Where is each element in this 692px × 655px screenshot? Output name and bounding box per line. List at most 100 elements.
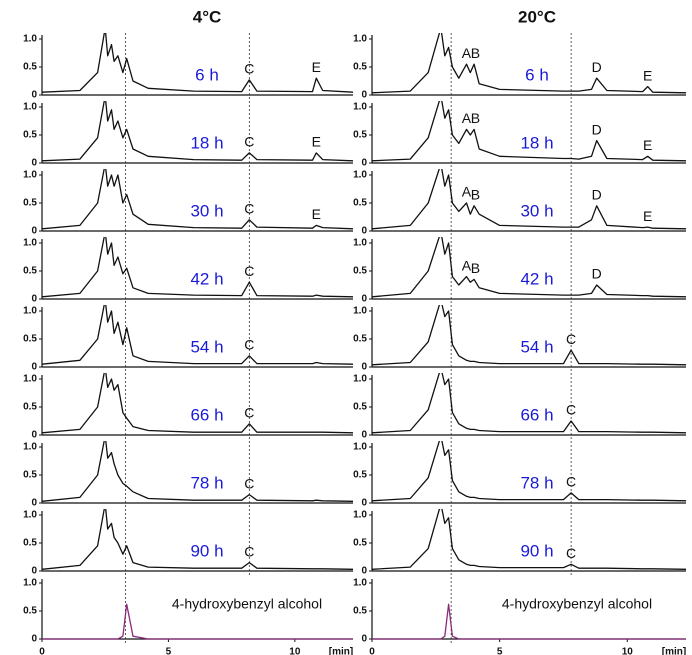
panel-label: 78 h <box>520 473 553 492</box>
trace <box>372 33 686 94</box>
panel-label: 66 h <box>190 405 223 424</box>
y-tick-label: 0.5 <box>23 470 37 481</box>
peak-label: B <box>471 260 480 276</box>
peak-label: D <box>592 266 602 282</box>
y-tick-label: 1.0 <box>353 374 367 385</box>
trace <box>42 509 353 570</box>
peak-label: E <box>643 137 652 153</box>
panel-label: 4-hydroxybenzyl alcohol <box>172 596 322 612</box>
y-tick-label: 1.0 <box>23 374 37 385</box>
column-title: 4°C <box>193 7 222 26</box>
trace <box>372 509 686 570</box>
y-tick-label: 0 <box>361 362 367 373</box>
y-tick-label: 0.5 <box>353 334 367 345</box>
y-tick-label: 0.5 <box>23 334 37 345</box>
x-tick-label: 5 <box>497 647 503 655</box>
peak-label: E <box>643 208 652 224</box>
y-tick-label: 0 <box>31 158 37 169</box>
y-tick-label: 1.0 <box>353 102 367 113</box>
y-tick-label: 0 <box>361 226 367 237</box>
trace <box>42 603 353 640</box>
panel-label: 66 h <box>520 405 553 424</box>
panel-label: 18 h <box>520 133 553 152</box>
panel-label: 54 h <box>190 337 223 356</box>
peak-label: C <box>244 134 254 150</box>
y-tick-label: 1.0 <box>23 306 37 317</box>
peak-label: A <box>462 184 472 200</box>
panel-label: 54 h <box>520 337 553 356</box>
y-tick-label: 1.0 <box>353 510 367 521</box>
y-tick-label: 1.0 <box>23 238 37 249</box>
trace <box>372 603 686 640</box>
y-tick-label: 0.5 <box>23 266 37 277</box>
x-tick-label: 0 <box>39 647 45 655</box>
peak-label: A <box>462 45 472 61</box>
peak-label: E <box>312 206 321 222</box>
y-tick-label: 0 <box>361 430 367 441</box>
trace <box>42 101 353 162</box>
x-axis-label: [min] <box>662 647 686 655</box>
y-tick-label: 0 <box>361 498 367 509</box>
peak-label: C <box>244 543 254 559</box>
peak-label: A <box>462 257 472 273</box>
panel-label: 30 h <box>520 201 553 220</box>
y-tick-label: 0.5 <box>353 198 367 209</box>
y-tick-label: 0.5 <box>23 402 37 413</box>
peak-label: B <box>471 110 480 126</box>
y-tick-label: 0.5 <box>23 130 37 141</box>
y-tick-label: 0.5 <box>353 266 367 277</box>
panel-label: 4-hydroxybenzyl alcohol <box>502 596 652 612</box>
panel-label: 30 h <box>190 201 223 220</box>
peak-label: B <box>471 45 480 61</box>
trace <box>42 33 353 93</box>
y-tick-label: 1.0 <box>353 238 367 249</box>
y-tick-label: 0.5 <box>353 62 367 73</box>
y-tick-label: 0 <box>31 566 37 577</box>
y-tick-label: 1.0 <box>353 34 367 45</box>
y-tick-label: 0 <box>361 294 367 305</box>
peak-label: E <box>312 134 321 150</box>
y-tick-label: 0 <box>31 294 37 305</box>
peak-label: B <box>471 187 480 203</box>
y-tick-label: 1.0 <box>353 578 367 589</box>
trace <box>372 305 686 366</box>
y-tick-label: 0.5 <box>353 538 367 549</box>
y-tick-label: 1.0 <box>23 170 37 181</box>
y-tick-label: 0 <box>31 634 37 645</box>
panel-label: 42 h <box>520 269 553 288</box>
panel-label: 90 h <box>520 541 553 560</box>
panel-label: 78 h <box>190 473 223 492</box>
peak-label: C <box>244 475 254 491</box>
y-tick-label: 0 <box>31 90 37 101</box>
trace <box>372 169 686 230</box>
y-tick-label: 0 <box>31 498 37 509</box>
peak-label: C <box>566 545 576 561</box>
trace <box>372 441 686 502</box>
peak-label: C <box>244 61 254 77</box>
y-tick-label: 0.5 <box>353 402 367 413</box>
x-tick-label: 10 <box>622 647 634 655</box>
column-title: 20°C <box>518 7 556 26</box>
x-tick-label: 10 <box>289 647 301 655</box>
y-tick-label: 1.0 <box>353 442 367 453</box>
y-tick-label: 0 <box>31 362 37 373</box>
y-tick-label: 0.5 <box>23 198 37 209</box>
y-tick-label: 1.0 <box>353 306 367 317</box>
peak-label: D <box>592 59 602 75</box>
y-tick-label: 1.0 <box>23 510 37 521</box>
panel-label: 6 h <box>525 65 549 84</box>
y-tick-label: 0 <box>31 430 37 441</box>
peak-label: E <box>312 59 321 75</box>
y-tick-label: 1.0 <box>23 102 37 113</box>
trace <box>372 373 686 434</box>
y-tick-label: 1.0 <box>23 578 37 589</box>
y-tick-label: 1.0 <box>23 34 37 45</box>
y-tick-label: 1.0 <box>23 442 37 453</box>
panel-label: 6 h <box>195 65 219 84</box>
y-tick-label: 1.0 <box>353 170 367 181</box>
trace <box>42 373 353 434</box>
panel-label: 18 h <box>190 133 223 152</box>
x-tick-label: 5 <box>166 647 172 655</box>
panel-label: 90 h <box>190 541 223 560</box>
